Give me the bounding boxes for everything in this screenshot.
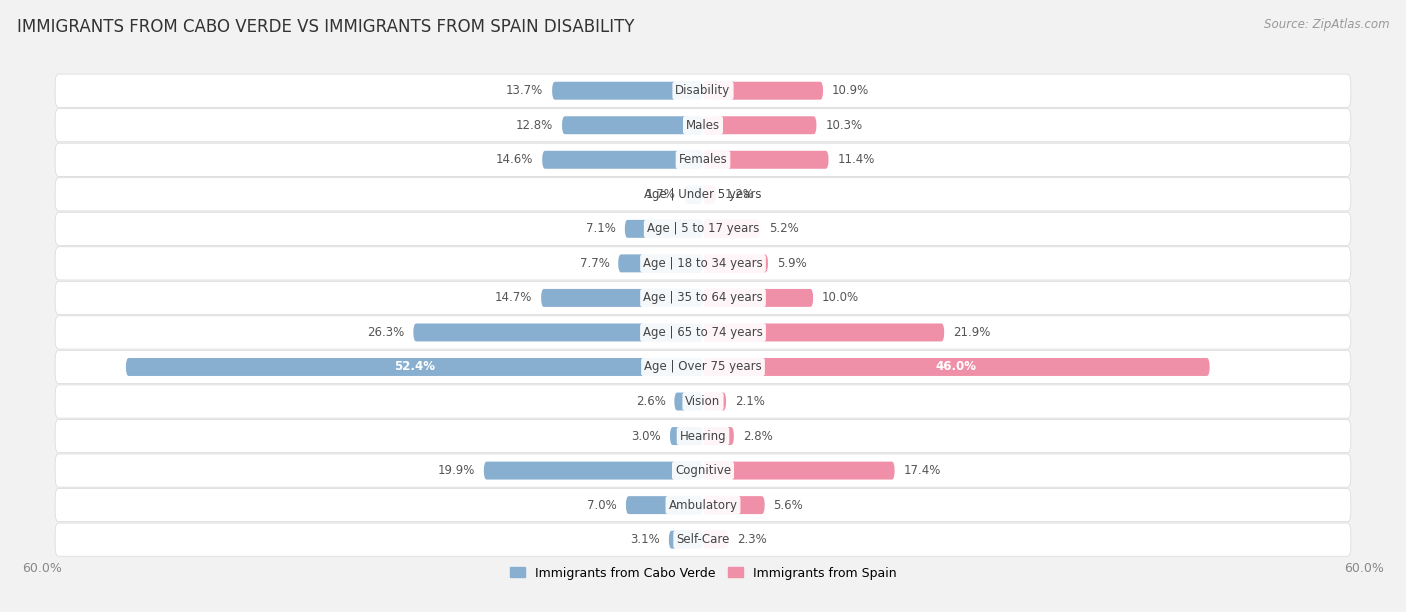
FancyBboxPatch shape	[669, 427, 703, 445]
FancyBboxPatch shape	[703, 358, 1209, 376]
FancyBboxPatch shape	[55, 74, 1351, 107]
Text: 52.4%: 52.4%	[394, 360, 434, 373]
Text: 1.7%: 1.7%	[645, 188, 675, 201]
FancyBboxPatch shape	[127, 358, 703, 376]
Text: 5.2%: 5.2%	[769, 222, 799, 236]
Text: Self-Care: Self-Care	[676, 533, 730, 546]
Text: Age | Over 75 years: Age | Over 75 years	[644, 360, 762, 373]
FancyBboxPatch shape	[703, 324, 945, 341]
Text: 17.4%: 17.4%	[904, 464, 941, 477]
FancyBboxPatch shape	[685, 185, 703, 203]
FancyBboxPatch shape	[55, 351, 1351, 384]
Text: 19.9%: 19.9%	[437, 464, 475, 477]
Text: Cognitive: Cognitive	[675, 464, 731, 477]
FancyBboxPatch shape	[541, 289, 703, 307]
Text: 13.7%: 13.7%	[506, 84, 543, 97]
FancyBboxPatch shape	[55, 177, 1351, 211]
Legend: Immigrants from Cabo Verde, Immigrants from Spain: Immigrants from Cabo Verde, Immigrants f…	[505, 562, 901, 584]
Text: 7.7%: 7.7%	[579, 257, 609, 270]
Text: 12.8%: 12.8%	[516, 119, 553, 132]
FancyBboxPatch shape	[703, 289, 813, 307]
Text: 5.9%: 5.9%	[776, 257, 807, 270]
FancyBboxPatch shape	[562, 116, 703, 134]
FancyBboxPatch shape	[703, 496, 765, 514]
FancyBboxPatch shape	[55, 282, 1351, 315]
Text: Age | 18 to 34 years: Age | 18 to 34 years	[643, 257, 763, 270]
FancyBboxPatch shape	[553, 82, 703, 100]
Text: Disability: Disability	[675, 84, 731, 97]
Text: 10.3%: 10.3%	[825, 119, 862, 132]
FancyBboxPatch shape	[55, 109, 1351, 142]
Text: IMMIGRANTS FROM CABO VERDE VS IMMIGRANTS FROM SPAIN DISABILITY: IMMIGRANTS FROM CABO VERDE VS IMMIGRANTS…	[17, 18, 634, 36]
Text: 5.6%: 5.6%	[773, 499, 803, 512]
Text: 14.7%: 14.7%	[495, 291, 533, 304]
FancyBboxPatch shape	[543, 151, 703, 169]
Text: 2.8%: 2.8%	[742, 430, 772, 442]
FancyBboxPatch shape	[55, 143, 1351, 176]
Text: Ambulatory: Ambulatory	[668, 499, 738, 512]
FancyBboxPatch shape	[55, 419, 1351, 453]
FancyBboxPatch shape	[703, 185, 716, 203]
Text: 7.1%: 7.1%	[586, 222, 616, 236]
Text: 10.9%: 10.9%	[832, 84, 869, 97]
Text: Males: Males	[686, 119, 720, 132]
FancyBboxPatch shape	[626, 496, 703, 514]
FancyBboxPatch shape	[675, 392, 703, 411]
FancyBboxPatch shape	[55, 385, 1351, 418]
Text: 2.1%: 2.1%	[735, 395, 765, 408]
Text: 1.2%: 1.2%	[725, 188, 755, 201]
Text: Source: ZipAtlas.com: Source: ZipAtlas.com	[1264, 18, 1389, 31]
Text: Age | Under 5 years: Age | Under 5 years	[644, 188, 762, 201]
FancyBboxPatch shape	[703, 531, 728, 548]
Text: Vision: Vision	[685, 395, 721, 408]
Text: 14.6%: 14.6%	[496, 153, 533, 166]
Text: 11.4%: 11.4%	[838, 153, 875, 166]
FancyBboxPatch shape	[55, 316, 1351, 349]
FancyBboxPatch shape	[703, 82, 823, 100]
Text: Females: Females	[679, 153, 727, 166]
FancyBboxPatch shape	[55, 247, 1351, 280]
Text: 26.3%: 26.3%	[367, 326, 405, 339]
FancyBboxPatch shape	[413, 324, 703, 341]
Text: 2.6%: 2.6%	[636, 395, 665, 408]
Text: 21.9%: 21.9%	[953, 326, 990, 339]
Text: 2.3%: 2.3%	[737, 533, 766, 546]
FancyBboxPatch shape	[703, 116, 817, 134]
FancyBboxPatch shape	[55, 454, 1351, 487]
FancyBboxPatch shape	[669, 531, 703, 548]
FancyBboxPatch shape	[624, 220, 703, 238]
Text: 7.0%: 7.0%	[588, 499, 617, 512]
Text: 46.0%: 46.0%	[936, 360, 977, 373]
Text: Hearing: Hearing	[679, 430, 727, 442]
FancyBboxPatch shape	[703, 255, 768, 272]
Text: 10.0%: 10.0%	[823, 291, 859, 304]
FancyBboxPatch shape	[484, 461, 703, 480]
Text: Age | 5 to 17 years: Age | 5 to 17 years	[647, 222, 759, 236]
FancyBboxPatch shape	[703, 427, 734, 445]
FancyBboxPatch shape	[703, 220, 761, 238]
FancyBboxPatch shape	[55, 212, 1351, 245]
FancyBboxPatch shape	[619, 255, 703, 272]
FancyBboxPatch shape	[703, 392, 725, 411]
Text: 3.1%: 3.1%	[630, 533, 659, 546]
FancyBboxPatch shape	[703, 151, 828, 169]
Text: Age | 35 to 64 years: Age | 35 to 64 years	[643, 291, 763, 304]
FancyBboxPatch shape	[55, 523, 1351, 556]
FancyBboxPatch shape	[55, 488, 1351, 521]
Text: Age | 65 to 74 years: Age | 65 to 74 years	[643, 326, 763, 339]
Text: 3.0%: 3.0%	[631, 430, 661, 442]
FancyBboxPatch shape	[703, 461, 894, 480]
